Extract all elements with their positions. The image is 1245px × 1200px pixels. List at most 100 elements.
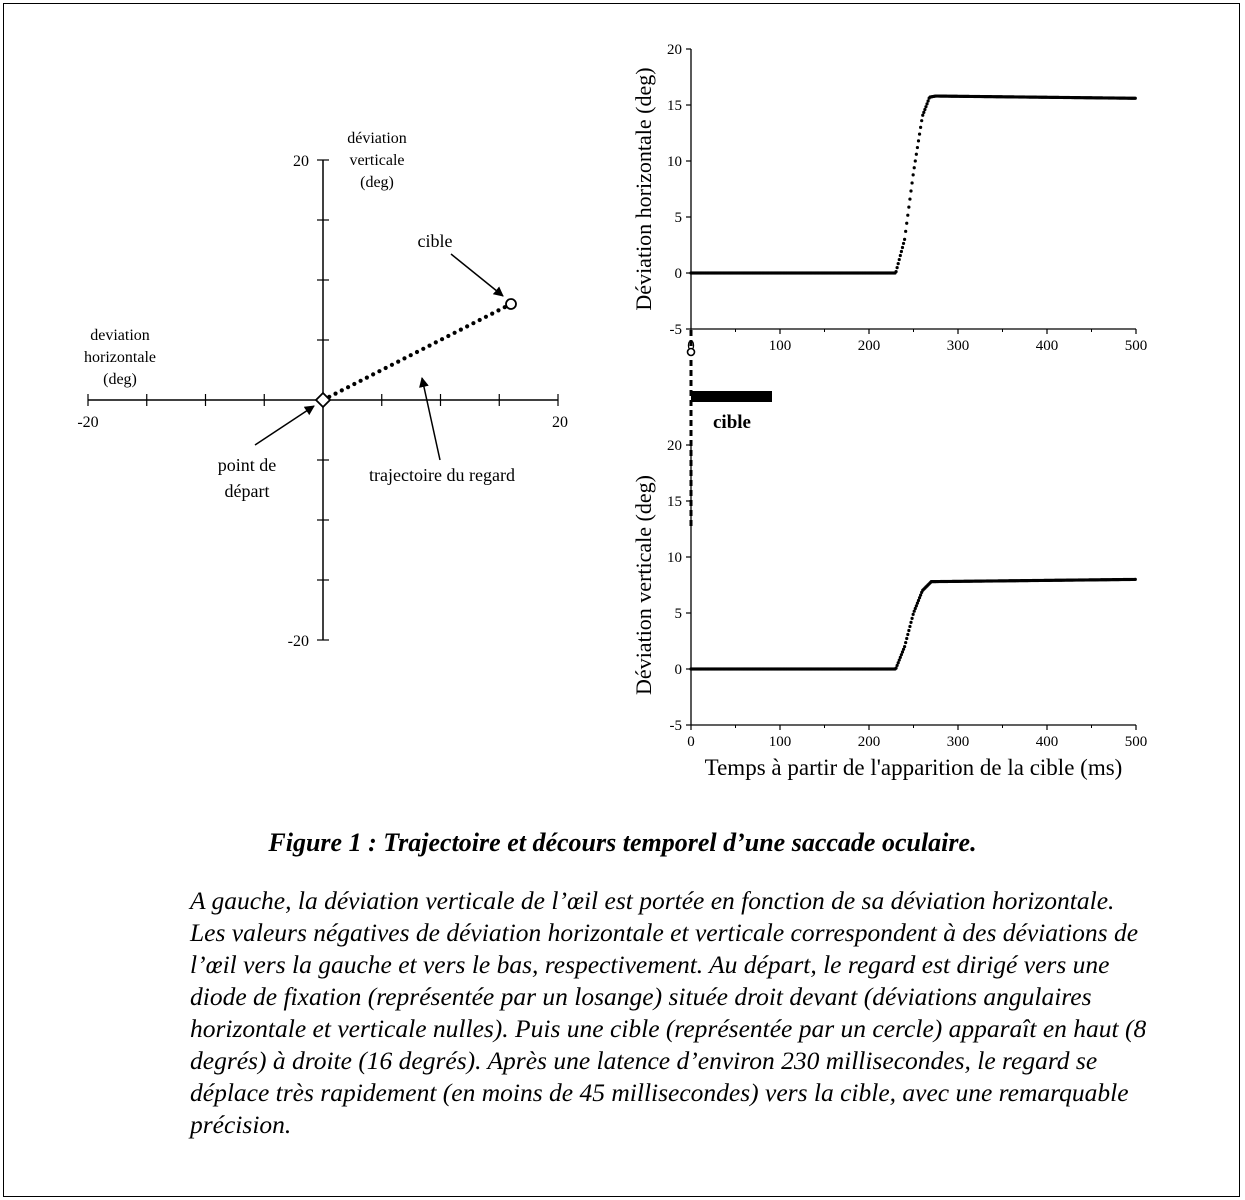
x-axis-label: deviation [90,327,150,344]
data-point [898,655,902,659]
data-point [1133,96,1137,100]
x-tick-label: 200 [858,734,881,750]
data-point [905,636,909,641]
y-axis-label: (deg) [360,174,394,191]
x-tick-label: -20 [77,414,98,431]
data-point [917,596,922,600]
data-point [895,663,899,668]
data-point [907,205,911,209]
data-point [911,173,915,177]
x-tick-label: 300 [947,734,970,750]
data-point [912,609,916,613]
x-tick-label: 0 [687,734,695,750]
trajectory-point [333,391,338,396]
data-point [901,647,906,651]
data-point [907,628,911,633]
trajectory-point [377,369,382,374]
data-point [914,604,918,608]
trajectory-point [352,381,357,387]
caption-line: l’œil vers la gauche et vers le bas, res… [190,950,1110,979]
data-point [913,606,917,611]
trajectory-point [396,359,401,364]
y-tick-label: -20 [288,633,309,650]
data-point [906,213,910,217]
x-tick-label: 500 [1125,338,1148,354]
data-point [906,632,910,637]
data-point [901,241,906,246]
data-point [897,257,901,262]
data-point [899,249,903,254]
target-arrow [450,253,504,297]
y-tick-label: 20 [293,153,309,170]
y-tick-label: 0 [675,266,683,282]
trajectory-point [490,311,495,316]
data-point [894,270,898,274]
x-tick-label: 500 [1125,734,1148,750]
y-tick-label: -5 [670,718,683,734]
data-point [919,125,923,129]
data-point [1133,577,1137,582]
trajectory-point [364,375,369,380]
data-point [909,620,913,625]
data-point [910,616,914,620]
x-axis-label: horizontale [84,349,156,366]
figure-svg: -20 20 20 -20 déviation verticale (deg) deviati… [77,42,1148,780]
trajectory-point [383,365,388,371]
data-point [925,102,929,106]
data-point [920,119,924,123]
data-point [911,612,915,616]
target-bar-label: cible [713,412,751,433]
x-tick-label: 100 [769,734,792,750]
data-point [922,110,926,114]
x-tick-label: 400 [1036,734,1059,750]
trajectory-point [439,337,445,342]
x-tick-label: 100 [769,338,792,354]
y-tick-label: 20 [667,438,682,454]
y-tick-label: 5 [675,210,683,226]
data-point [910,181,914,185]
data-point [904,229,908,233]
y-axis-label: verticale [349,152,404,169]
data-point [898,253,902,258]
x-tick-label: 300 [947,338,970,354]
caption-line: horizontale et verticale nulles). Puis u… [190,1014,1147,1043]
y-tick-label: 5 [675,606,683,622]
start-annotation: départ [225,481,270,501]
trajectory-point [483,314,489,319]
data-point [915,145,920,150]
trajectory-point [345,385,351,390]
trajectory-point [402,356,407,361]
data-point [908,197,912,201]
path-annotation: trajectoire du regard [369,465,515,485]
data-point [909,189,913,193]
data-point [896,261,900,266]
target-circle-marker [505,298,517,310]
trajectory-point [471,321,476,326]
start-diamond-marker [314,391,332,409]
data-point [919,593,923,597]
trajectory-point [477,317,482,323]
y-tick-label: 15 [667,494,682,510]
caption-line: précision. [190,1110,292,1139]
path-arrow [419,377,441,461]
trajectory-point [452,330,457,335]
data-point [908,624,912,629]
trajectory-point [465,324,470,329]
y-tick-label: 15 [667,98,682,114]
y-tick-label: -5 [670,322,683,338]
data-point [900,245,905,250]
target-presence-bar [691,391,772,402]
figure-caption-body: A gauche, la déviation verticale de l’œi… [190,885,1200,1141]
caption-line: degrés) à droite (16 degrés). Après une … [190,1046,1098,1075]
x-axis-label: Temps à partir de l'apparition de la cib… [705,755,1123,780]
trajectory-point [458,327,463,332]
data-point [924,105,928,109]
time-zero-target-circle [686,347,696,357]
start-annotation: point de [218,455,277,475]
data-point [916,598,921,603]
data-point [926,99,930,103]
x-tick-label: 200 [858,338,881,354]
data-point [921,113,925,117]
data-point [896,661,900,665]
